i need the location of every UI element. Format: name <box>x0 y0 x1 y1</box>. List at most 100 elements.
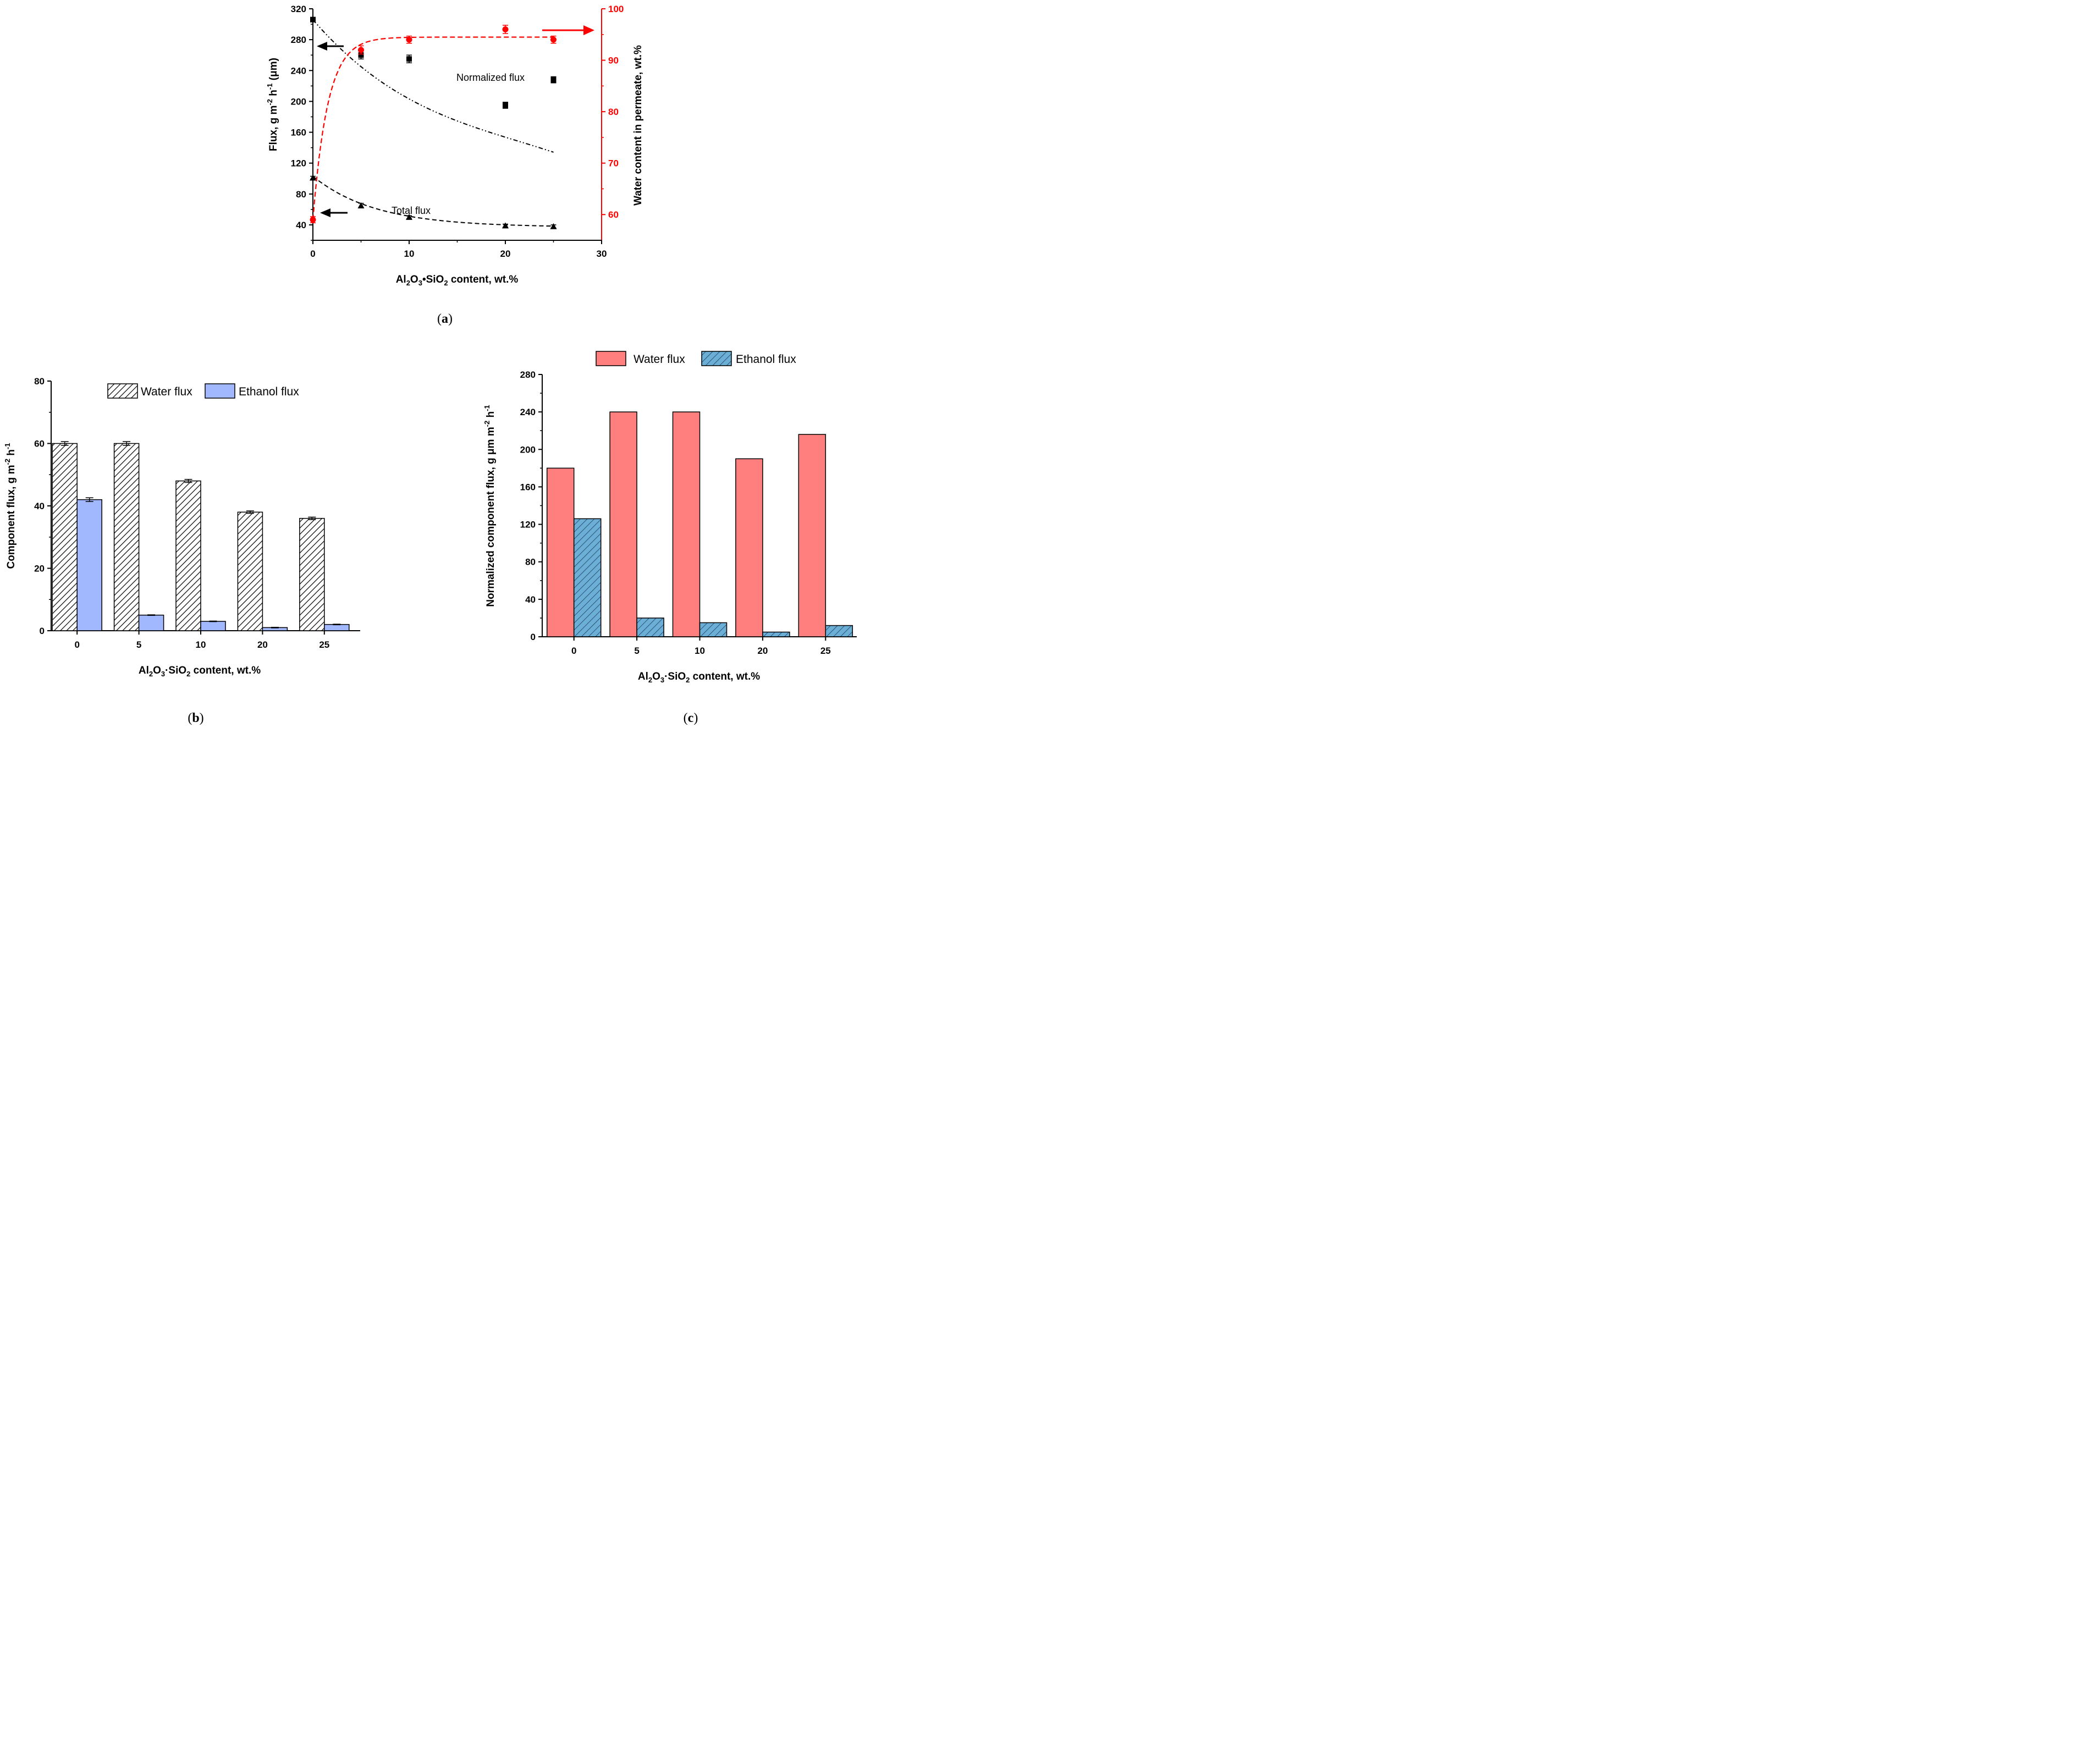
chart-b-x-axis-label: Al2O3·SiO2 content, wt.% <box>139 665 261 678</box>
c-bar-ethanol <box>699 622 728 637</box>
c-bar-water <box>609 411 637 637</box>
a-x-tick-label: 30 <box>597 249 607 259</box>
b-bar-water <box>299 517 325 631</box>
chart-a-x-axis-label: Al2O3•SiO2 content, wt.% <box>396 274 519 287</box>
legend-swatch-water-hatched <box>107 383 138 399</box>
c-y-tick-label: 80 <box>525 557 536 567</box>
b-y-tick-label: 40 <box>34 501 45 511</box>
water-content-point <box>502 26 509 32</box>
b-bar-water <box>175 480 201 631</box>
a-y-tick-label: 120 <box>291 158 306 169</box>
normalized-flux-point <box>503 102 508 108</box>
c-y-tick-label: 120 <box>520 520 536 530</box>
water-content-fit-line <box>312 36 554 220</box>
normalized-flux-point <box>550 77 557 83</box>
panel-label-a: (a) <box>437 312 453 326</box>
c-bar-ethanol <box>573 518 602 637</box>
total-flux-point <box>357 202 365 208</box>
a-y-tick-label: 40 <box>296 220 306 230</box>
a-y-tick-label: 160 <box>291 128 306 138</box>
b-bar-ethanol <box>138 614 164 631</box>
a-y-tick-label: 200 <box>291 96 306 107</box>
total-flux-point <box>310 174 316 181</box>
b-x-tick-label: 20 <box>257 640 268 650</box>
water-content-point <box>406 36 412 43</box>
arrow-right-water <box>542 25 594 35</box>
panel-label-b: (b) <box>188 711 203 725</box>
c-x-tick-label: 0 <box>571 646 576 656</box>
a-x-tick-label: 0 <box>310 249 315 259</box>
normalized-flux-point <box>310 16 316 23</box>
chart-c-x-axis-label: Al2O3·SiO2 content, wt.% <box>638 671 760 684</box>
chart-c-legend: Water flux Ethanol flux <box>596 351 796 366</box>
c-y-tick-label: 160 <box>520 482 536 492</box>
water-content-point <box>310 217 316 223</box>
water-content-point <box>550 36 557 43</box>
c-x-tick-label: 5 <box>634 646 639 656</box>
c-x-tick-label: 20 <box>757 646 768 656</box>
total-flux-point <box>502 222 509 229</box>
c-y-tick-label: 200 <box>520 444 536 455</box>
c-bar-ethanol <box>762 631 790 637</box>
chart-a-y2-axis-label: Water content in permeate, wt.% <box>632 45 644 206</box>
chart-b-legend: Water flux Ethanol flux <box>107 383 299 399</box>
a-x-tick-label: 10 <box>404 249 415 259</box>
a-y-tick-label: 280 <box>291 35 306 45</box>
a-x-tick-label: 20 <box>500 249 511 259</box>
normalized-flux-point <box>358 52 364 58</box>
a-y2-tick-label: 70 <box>608 158 619 169</box>
chart-c-y-axis-label: Normalized component flux, g μm m-2 h-1 <box>483 405 497 607</box>
legend-swatch-ethanol <box>205 383 235 399</box>
legend-label-ethanol: Ethanol flux <box>736 353 796 366</box>
legend-label-ethanol: Ethanol flux <box>239 385 299 398</box>
legend-label-water: Water flux <box>633 353 685 366</box>
c-y-tick-label: 280 <box>520 370 536 380</box>
arrow-left-normalized <box>317 42 344 51</box>
normalized-flux-point <box>406 56 412 62</box>
b-y-tick-label: 0 <box>40 626 45 636</box>
a-y-tick-label: 320 <box>291 4 306 14</box>
total-flux-fit-line <box>312 175 554 227</box>
c-x-tick-label: 10 <box>695 646 705 656</box>
c-bar-water <box>735 458 763 637</box>
a-y-tick-label: 80 <box>296 189 306 200</box>
legend-swatch-water <box>596 351 626 366</box>
chart-a-y-axis-label: Flux, g m-2 h-1 (μm) <box>266 58 279 151</box>
legend-swatch-ethanol-hatched <box>701 351 732 366</box>
a-y2-tick-label: 60 <box>608 210 619 220</box>
b-bar-ethanol <box>324 624 350 631</box>
a-y-tick-label: 240 <box>291 65 306 76</box>
c-bar-water <box>546 467 575 637</box>
c-y-tick-label: 0 <box>531 632 536 642</box>
b-y-tick-label: 80 <box>34 376 45 387</box>
b-bar-water <box>237 511 263 631</box>
panel-label-c: (c) <box>684 711 698 725</box>
a-y2-tick-label: 100 <box>608 4 624 14</box>
c-x-tick-label: 25 <box>820 646 831 656</box>
figure: 0 10 20 30408012016020024028032060708090100… <box>3 4 857 725</box>
legend-label-water: Water flux <box>141 385 192 398</box>
b-x-tick-label: 25 <box>319 640 329 650</box>
a-y2-tick-label: 80 <box>608 107 619 117</box>
chart-c: 0 40 80 120 160 200 240 280 0 5 10 20 25 Water flux … <box>483 351 857 725</box>
b-y-tick-label: 20 <box>34 564 45 574</box>
b-bar-ethanol <box>200 621 226 631</box>
annotation-total-flux: Total flux <box>392 205 431 216</box>
arrow-left-total <box>320 208 348 217</box>
chart-b-y-axis-label: Component flux, g m-2 h-1 <box>3 443 17 569</box>
b-bar-ethanol <box>76 499 102 631</box>
c-bar-ethanol <box>636 618 664 637</box>
c-y-tick-label: 40 <box>525 594 536 605</box>
b-bar-water <box>113 443 140 631</box>
b-y-tick-label: 60 <box>34 439 45 449</box>
c-bar-water <box>798 434 827 637</box>
c-bar-water <box>672 411 701 637</box>
chart-a-plot-frame <box>313 9 602 240</box>
c-y-tick-label: 240 <box>520 407 536 417</box>
b-x-tick-label: 5 <box>136 640 141 650</box>
c-bar-ethanol <box>825 625 853 637</box>
annotation-normalized-flux: Normalized flux <box>456 72 525 83</box>
b-x-tick-label: 0 <box>74 640 79 650</box>
total-flux-point <box>406 213 412 220</box>
b-x-tick-label: 10 <box>196 640 206 650</box>
